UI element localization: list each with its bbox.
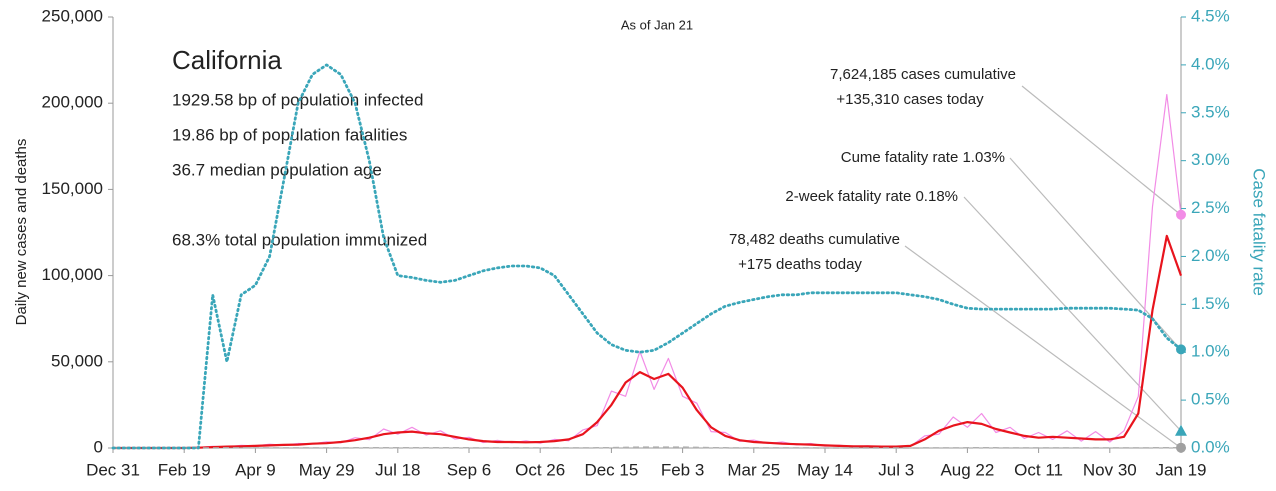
leader-lines [904, 85, 1182, 449]
y-tick-label: 200,000 [42, 93, 103, 112]
y-tick-label: 250,000 [42, 6, 103, 25]
y2-tick-label: 2.5% [1191, 198, 1230, 217]
y-tick-label: 50,000 [51, 351, 103, 370]
x-tick-label: Apr 9 [235, 460, 276, 479]
y2-tick-label: 1.5% [1191, 294, 1230, 313]
x-tick-label: Jan 19 [1155, 460, 1206, 479]
series-line [111, 63, 1183, 450]
x-tick-label: Feb 19 [158, 460, 211, 479]
annotation: +175 deaths today [738, 256, 862, 273]
annotation: 2-week fatality rate 0.18% [785, 188, 958, 205]
x-tick-label: Dec 31 [86, 460, 140, 479]
x-tick-label: Jul 18 [375, 460, 420, 479]
x-tick-label: May 29 [299, 460, 355, 479]
y2-tick-label: 4.5% [1191, 6, 1230, 25]
x-tick-label: Mar 25 [727, 460, 780, 479]
y2-tick-label: 0.5% [1191, 390, 1230, 409]
info-line: 19.86 bp of population fatalities [172, 125, 407, 144]
end-marker [1176, 209, 1186, 220]
annotation: Cume fatality rate 1.03% [841, 149, 1005, 166]
info-line: 36.7 median population age [172, 160, 382, 179]
y2-tick-label: 0.0% [1191, 437, 1230, 456]
series-line [113, 94, 1182, 449]
y2-tick-label: 3.5% [1191, 102, 1230, 121]
end-marker [1175, 424, 1187, 436]
end-marker [1176, 442, 1186, 453]
x-tick-label: May 14 [797, 460, 853, 479]
info-line: 1929.58 bp of population infected [172, 90, 423, 109]
y2-axis-label: Case fatality rate [1250, 168, 1269, 296]
x-tick-label: Sep 6 [447, 460, 491, 479]
x-tick-label: Oct 11 [1014, 460, 1063, 479]
x-tick-label: Jul 3 [878, 460, 914, 479]
y2-tick-label: 1.0% [1191, 342, 1230, 361]
info-line: 68.3% total population immunized [172, 230, 427, 249]
end-marker [1176, 344, 1186, 355]
series-line [113, 234, 1183, 450]
series-line [113, 446, 1181, 449]
x-tick-label: Dec 15 [584, 460, 638, 479]
leader-line [1021, 85, 1182, 216]
y2-tick-label: 3.0% [1191, 150, 1230, 169]
x-tick-label: Nov 30 [1083, 460, 1137, 479]
y-tick-label: 0 [94, 437, 103, 456]
annotation: 78,482 deaths cumulative [729, 231, 900, 248]
info-title: California [172, 45, 282, 75]
annotation: +135,310 cases today [836, 91, 984, 108]
subtitle: As of Jan 21 [621, 17, 693, 32]
leader-line [904, 245, 1182, 449]
y-tick-label: 150,000 [42, 179, 103, 198]
x-tick-label: Oct 26 [515, 460, 565, 479]
x-tick-label: Feb 3 [661, 460, 704, 479]
annotation: 7,624,185 cases cumulative [830, 66, 1016, 83]
y2-tick-label: 4.0% [1191, 54, 1230, 73]
y-tick-label: 100,000 [42, 265, 103, 284]
y-axis-label: Daily new cases and deaths [13, 139, 30, 326]
x-tick-label: Aug 22 [940, 460, 994, 479]
y2-tick-label: 2.0% [1191, 246, 1230, 265]
leader-line [963, 196, 1182, 432]
